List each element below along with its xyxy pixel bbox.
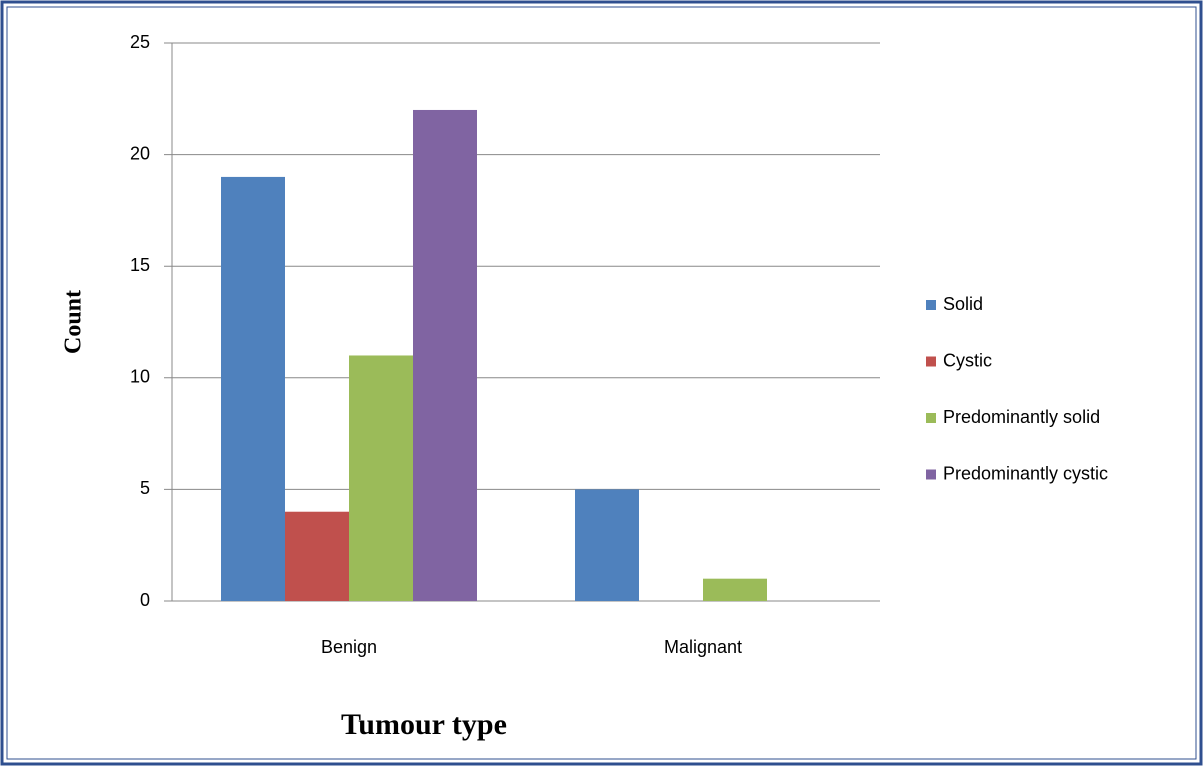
bar (285, 511, 349, 601)
bar (349, 355, 413, 601)
y-tick-label: 10 (130, 367, 150, 387)
legend-label: Predominantly cystic (943, 463, 1108, 483)
x-tick-label: Benign (321, 637, 377, 657)
legend-swatch (926, 300, 936, 310)
legend-label: Predominantly solid (943, 407, 1100, 427)
y-tick-label: 25 (130, 32, 150, 52)
bar (703, 578, 767, 601)
x-axis-label: Tumour type (341, 708, 507, 741)
x-tick-label: Malignant (664, 637, 742, 657)
legend-swatch (926, 469, 936, 480)
legend-swatch (926, 413, 936, 423)
frame-inner (6, 6, 1197, 760)
y-tick-label: 15 (130, 255, 150, 275)
bar (413, 109, 477, 602)
y-axis-label: Count (61, 290, 87, 354)
legend-label: Solid (943, 294, 983, 314)
bar (221, 176, 285, 602)
legend-swatch (926, 356, 936, 367)
y-tick-label: 5 (140, 478, 150, 498)
y-tick-label: 20 (130, 143, 150, 163)
legend-label: Cystic (943, 350, 992, 370)
bar (575, 489, 639, 601)
y-tick-label: 0 (140, 590, 150, 610)
